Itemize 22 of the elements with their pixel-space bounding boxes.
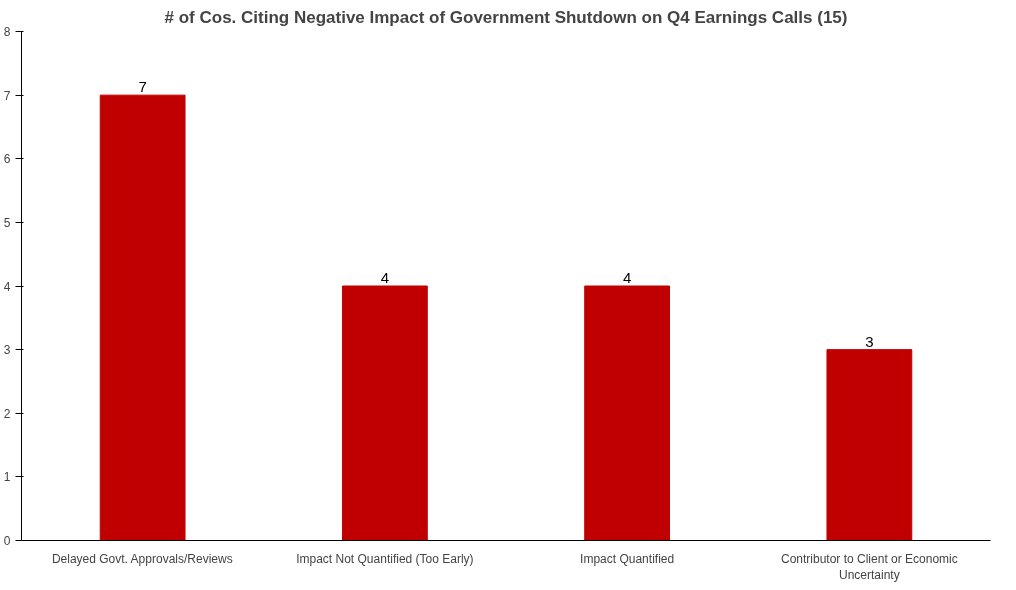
y-tick-label: 1 bbox=[3, 470, 11, 485]
chart-title: # of Cos. Citing Negative Impact of Government Shutdown on Q4 Earnings Calls (15) bbox=[164, 7, 848, 27]
y-tick-label: 5 bbox=[3, 215, 11, 230]
y-tick-label: 7 bbox=[3, 88, 11, 103]
data-label: 3 bbox=[865, 332, 874, 350]
y-tick-label: 6 bbox=[3, 152, 11, 167]
y-tick-label: 0 bbox=[3, 534, 11, 548]
y-tick-label: 4 bbox=[3, 279, 11, 294]
x-tick-label: Impact Quantified bbox=[580, 551, 675, 566]
data-label: 4 bbox=[622, 269, 632, 286]
bar bbox=[341, 285, 428, 541]
x-tick-label: Delayed Govt. Approvals/Reviews bbox=[51, 551, 233, 566]
x-tick-label: Impact Not Quantified (Too Early) bbox=[296, 551, 474, 566]
bar bbox=[826, 349, 913, 541]
y-tick-label: 2 bbox=[3, 406, 11, 421]
x-tick-label: Contributor to Client or Economic Uncertainty bbox=[781, 551, 958, 583]
data-label: 7 bbox=[138, 78, 147, 96]
data-label: 4 bbox=[380, 269, 390, 286]
y-tick-label: 8 bbox=[3, 25, 11, 39]
bar bbox=[584, 285, 671, 541]
bar bbox=[99, 94, 186, 541]
y-tick-label: 3 bbox=[3, 343, 11, 358]
